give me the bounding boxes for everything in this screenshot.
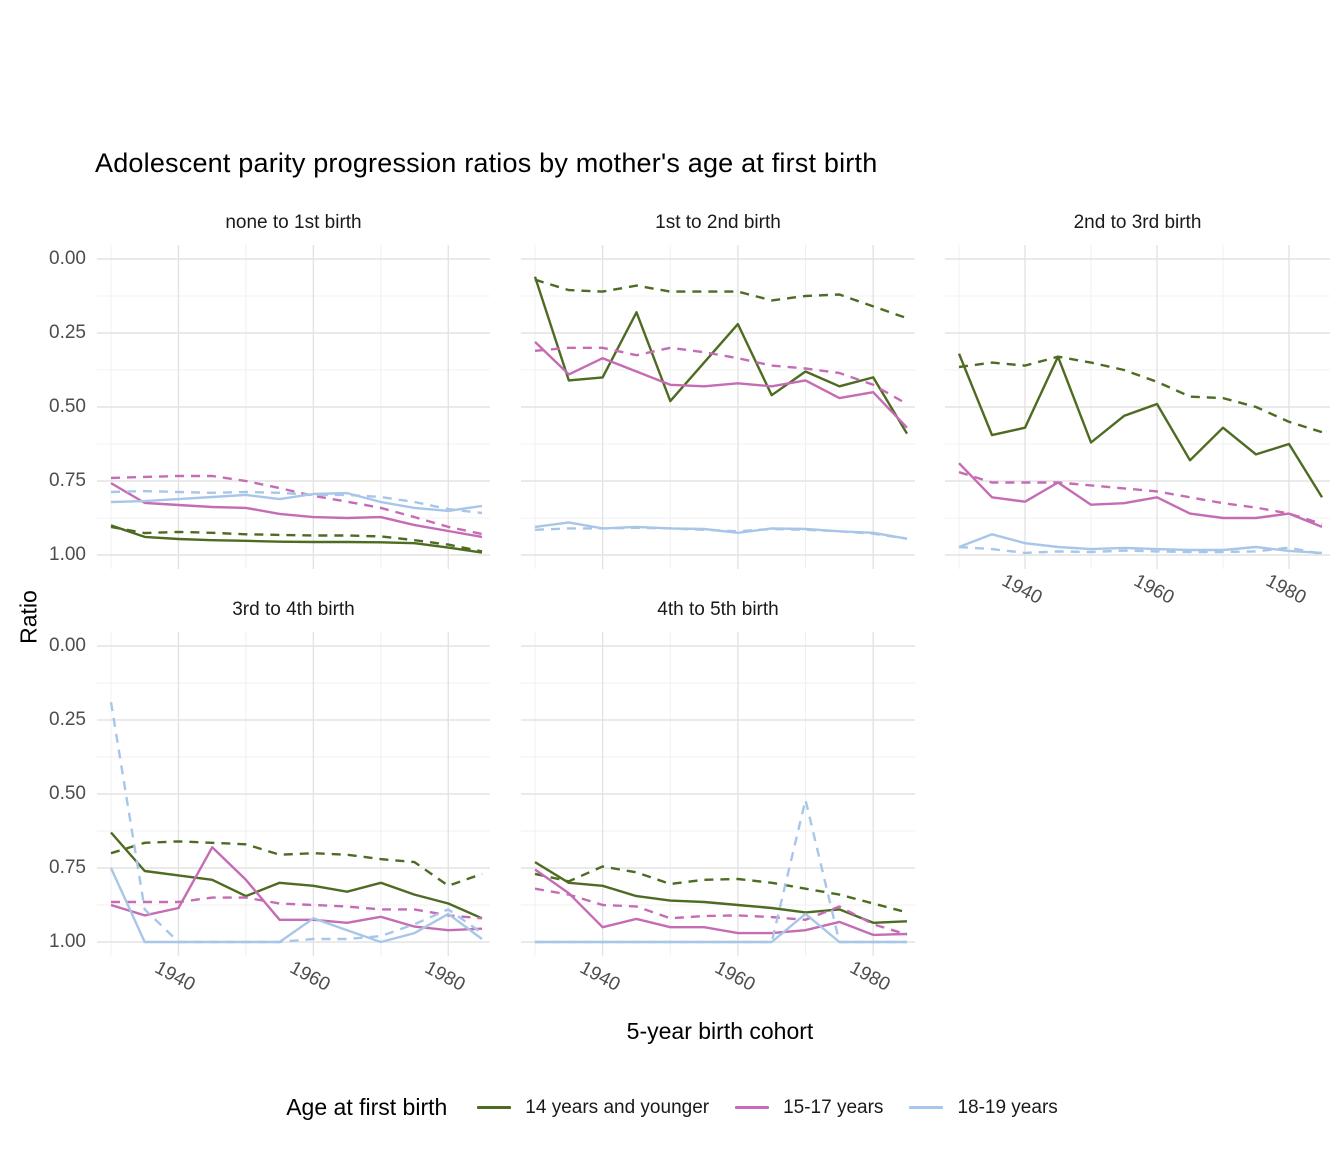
series-line-green-dashed (534, 865, 908, 914)
facet-strip-label: 4th to 5th birth (657, 599, 779, 620)
legend-label: 15-17 years (783, 1096, 884, 1118)
series-line-green-solid (110, 524, 483, 554)
x-tick-label: 1980 (1262, 570, 1310, 609)
facet-panel-1 (97, 245, 490, 569)
x-tick-label: 1940 (151, 957, 199, 996)
series-line-pink-solid (958, 462, 1323, 529)
legend-item-15-17: 15-17 years (735, 1097, 883, 1119)
y-tick-label: 0.75 (49, 857, 86, 878)
series-line-blue-solid (534, 521, 908, 540)
facet-panel-4 (97, 632, 490, 956)
series-line-blue-solid (109, 867, 483, 944)
chart-title: Adolescent parity progression ratios by … (95, 148, 878, 178)
series-line-green-dashed (958, 355, 1323, 434)
line-swatch-icon (909, 1105, 944, 1110)
x-tick-label: 1960 (1130, 570, 1178, 609)
y-tick-label: 0.25 (49, 709, 86, 730)
series-line-pink-solid (534, 868, 908, 937)
x-tick-label: 1960 (711, 957, 759, 996)
series-line-blue-dashed (109, 702, 483, 944)
facet-strip-label: none to 1st birth (225, 212, 362, 233)
series-line-green-solid (533, 276, 909, 435)
y-tick-label: 1.00 (49, 931, 86, 952)
x-axis-title: 5-year birth cohort (626, 1018, 814, 1044)
series-line-pink-dashed (111, 896, 483, 920)
series-line-blue-dashed (110, 489, 483, 515)
series-line-green-solid (957, 353, 1324, 498)
legend: Age at first birth 14 years and younger … (0, 1094, 1344, 1121)
series-line-pink-solid (534, 341, 908, 429)
legend-label: 14 years and younger (525, 1096, 710, 1118)
series-line-green-dashed (534, 278, 908, 320)
series-line-blue-dashed (958, 545, 1323, 556)
facet-strip-label: 2nd to 3rd birth (1073, 212, 1202, 233)
facet-panel-2 (521, 245, 915, 569)
series-line-pink-solid (110, 482, 483, 539)
y-tick-label: 0.25 (49, 322, 86, 343)
y-tick-label: 0.50 (49, 783, 86, 804)
y-tick-label: 0.00 (49, 635, 86, 656)
series-line-green-dashed (110, 525, 483, 553)
line-swatch-icon (477, 1105, 512, 1110)
series-line-blue-dashed (535, 798, 907, 944)
facet-strip-label: 1st to 2nd birth (655, 212, 781, 233)
series-line-pink-solid (110, 846, 483, 932)
legend-title: Age at first birth (286, 1094, 448, 1120)
series-line-green-solid (534, 861, 908, 924)
x-tick-label: 1980 (846, 957, 894, 996)
series-line-blue-solid (535, 912, 907, 944)
series-line-green-dashed (110, 840, 483, 888)
series-line-blue-solid (958, 533, 1323, 555)
x-tick-label: 1960 (286, 957, 334, 996)
y-tick-label: 0.50 (49, 396, 86, 417)
x-tick-label: 1940 (575, 957, 624, 996)
line-swatch-icon (735, 1105, 770, 1110)
y-tick-label: 1.00 (49, 544, 86, 565)
legend-item-14-and-younger: 14 years and younger (477, 1097, 709, 1119)
x-tick-label: 1980 (421, 957, 469, 996)
facet-panel-3 (945, 245, 1330, 569)
x-tick-label: 1940 (998, 570, 1046, 609)
y-tick-label: 0.75 (49, 470, 86, 491)
y-tick-label: 0.00 (49, 248, 86, 269)
legend-label: 18-19 years (957, 1096, 1058, 1118)
series-line-green-solid (110, 831, 483, 920)
series-line-blue-solid (110, 491, 483, 513)
legend-item-18-19: 18-19 years (909, 1096, 1058, 1119)
facet-strip-label: 3rd to 4th birth (232, 599, 355, 620)
series-line-blue-dashed (534, 526, 908, 540)
series-line-pink-dashed (958, 470, 1323, 526)
facet-panel-5 (521, 632, 915, 956)
